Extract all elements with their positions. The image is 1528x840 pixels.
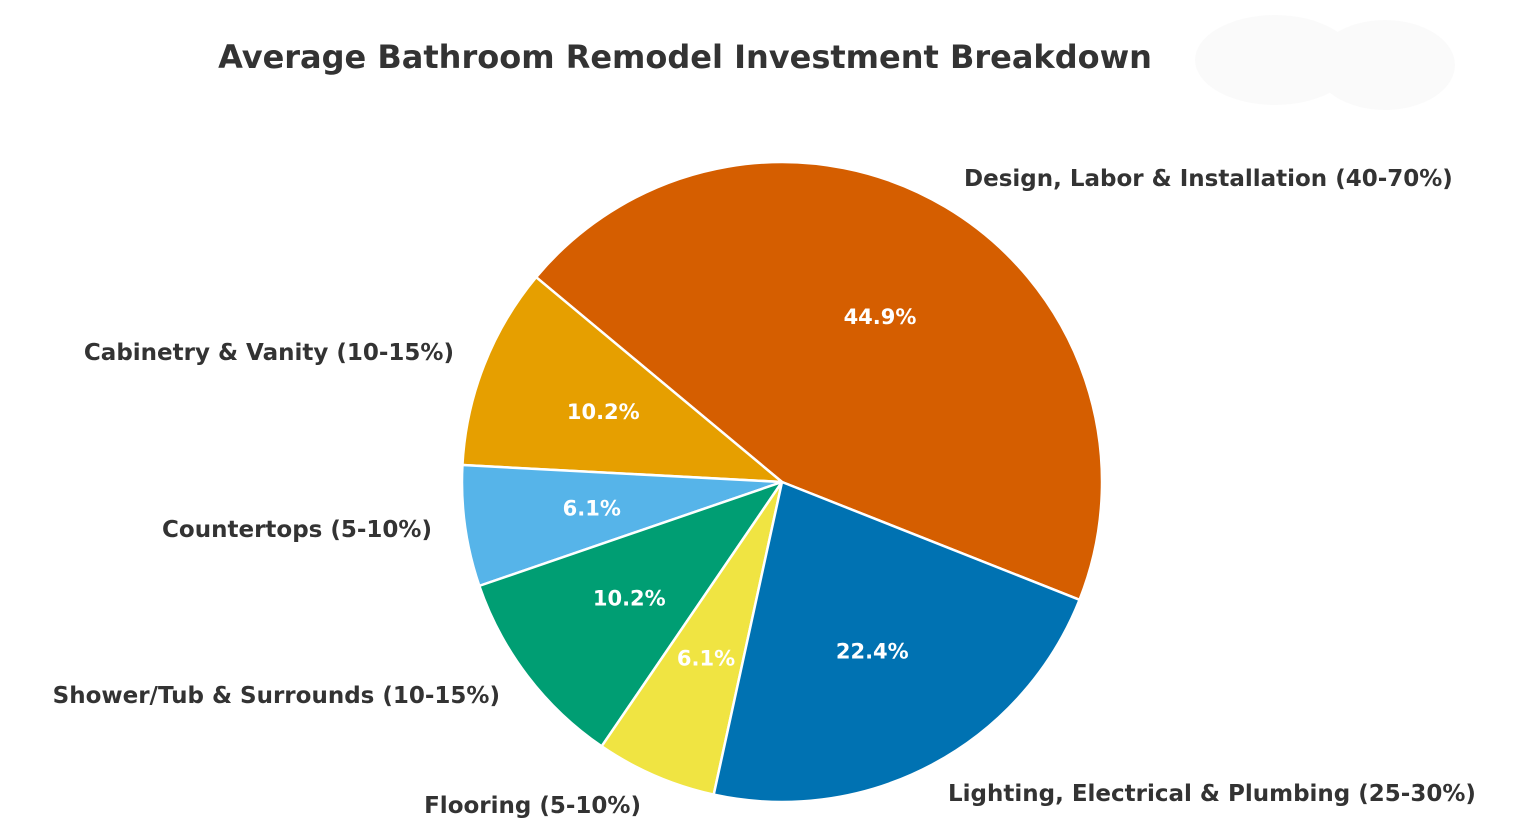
- slice-percentage-1: 10.2%: [567, 400, 640, 424]
- percentage-labels: 44.9% 10.2% 6.1% 10.2% 6.1% 22.4%: [563, 305, 917, 670]
- slice-percentage-3: 10.2%: [593, 586, 666, 610]
- pie-slice-5: [712, 480, 1081, 804]
- pie-slice-1: [461, 275, 784, 484]
- chart-title: Average Bathroom Remodel Investment Brea…: [218, 38, 1152, 76]
- slice-percentage-5: 22.4%: [836, 640, 909, 664]
- slice-label-lighting-electrical: Lighting, Electrical & Plumbing (25-30%): [948, 781, 1476, 807]
- slice-label-cabinetry: Cabinetry & Vanity (10-15%): [84, 340, 454, 366]
- slice-label-flooring: Flooring (5-10%): [424, 793, 641, 819]
- slice-percentage-0: 44.9%: [844, 305, 917, 329]
- slice-percentage-2: 6.1%: [563, 497, 621, 521]
- slice-label-shower-tub: Shower/Tub & Surrounds (10-15%): [53, 683, 500, 709]
- slice-label-countertops: Countertops (5-10%): [162, 517, 432, 543]
- faint-watermark-logo: [1195, 15, 1455, 110]
- pie-slice-3: [478, 480, 784, 748]
- pie-slice-4: [600, 480, 784, 796]
- pie-slices: [460, 160, 1104, 804]
- slice-label-design-labor: Design, Labor & Installation (40-70%): [964, 166, 1453, 192]
- pie-slice-0: [534, 160, 1104, 602]
- slice-percentage-4: 6.1%: [677, 646, 735, 670]
- pie-slice-2: [460, 463, 784, 588]
